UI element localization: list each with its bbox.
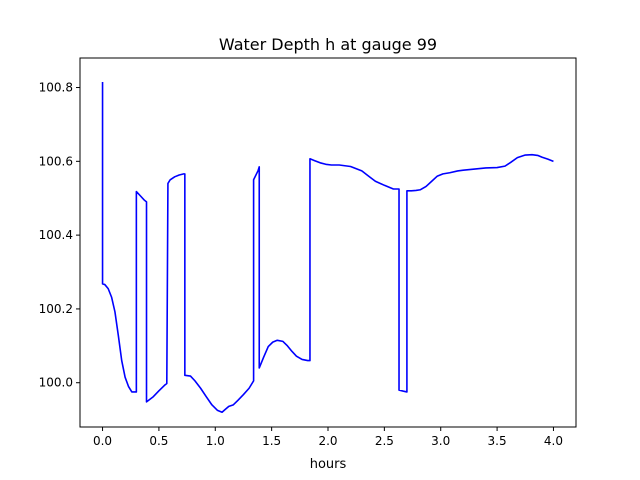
x-tick-label: 1.0 [206,434,225,448]
y-tick-label: 100.4 [39,228,73,242]
x-tick-label: 3.0 [431,434,450,448]
y-tick-label: 100.2 [39,302,73,316]
y-tick-label: 100.8 [39,81,73,95]
x-tick-label: 3.5 [488,434,507,448]
plot-background [80,58,576,427]
x-tick-label: 2.5 [375,434,394,448]
x-axis: 0.0 0.5 1.0 1.5 2.0 2.5 3.0 3.5 4.0 [93,427,563,448]
x-tick-label: 0.0 [93,434,112,448]
x-tick-label: 4.0 [544,434,563,448]
series-line [101,81,554,414]
y-tick-label: 100.6 [39,154,73,168]
chart-title: Water Depth h at gauge 99 [219,35,437,54]
x-axis-label: hours [310,457,347,472]
plot-area [80,58,576,427]
y-axis: 100.0 100.2 100.4 100.6 100.8 [39,81,80,390]
x-tick-label: 1.5 [262,434,281,448]
y-tick-label: 100.0 [39,376,73,390]
x-tick-label: 0.5 [149,434,168,448]
x-tick-label: 2.0 [318,434,337,448]
